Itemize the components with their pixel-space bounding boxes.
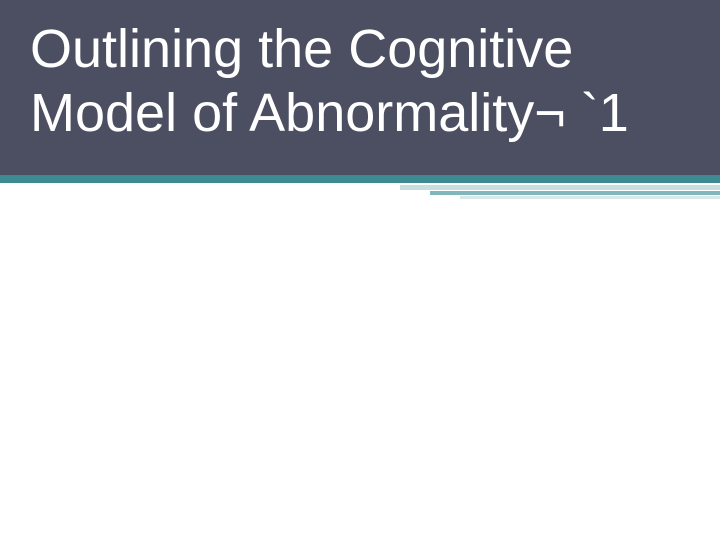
title-block: Outlining the Cognitive Model of Abnorma…: [0, 0, 720, 175]
accent-bar-r3: [460, 196, 720, 199]
accent-bars: [0, 175, 720, 205]
accent-bar-main: [0, 175, 720, 183]
accent-bar-r1: [400, 185, 720, 190]
accent-bar-r2: [430, 191, 720, 195]
slide-title: Outlining the Cognitive Model of Abnorma…: [30, 18, 690, 145]
